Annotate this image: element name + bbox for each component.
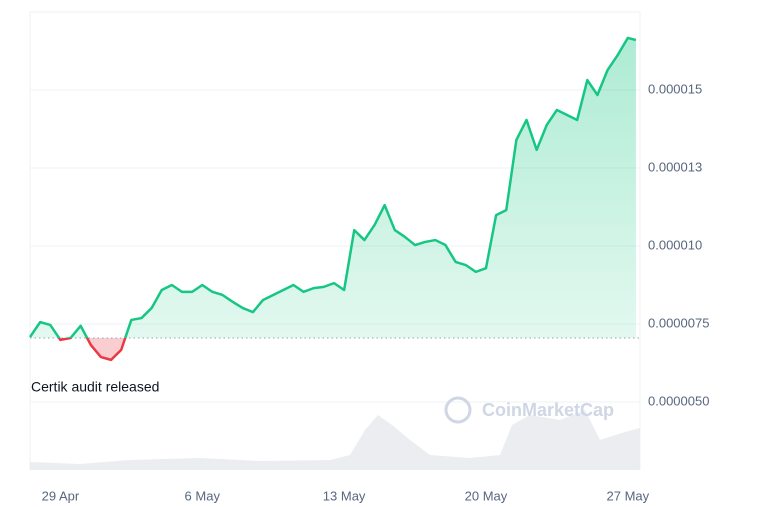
x-tick-label: 20 May <box>465 488 508 503</box>
area-down <box>30 338 636 360</box>
x-tick-label: 13 May <box>323 488 366 503</box>
y-tick-label: 0.0000050 <box>648 393 709 408</box>
price-line-up <box>28 36 637 339</box>
x-tick-label: 27 May <box>607 488 650 503</box>
watermark: CoinMarketCap <box>482 400 614 420</box>
y-tick-label: 0.000015 <box>648 81 702 96</box>
volume-area <box>30 410 640 470</box>
x-tick-label: 29 Apr <box>42 488 80 503</box>
watermark-logo <box>444 396 472 424</box>
y-tick-label: 0.000010 <box>648 237 702 252</box>
annotation: Certik audit released <box>31 379 159 395</box>
x-tick-label: 6 May <box>185 488 221 503</box>
y-tick-label: 0.0000075 <box>648 315 709 330</box>
y-tick-label: 0.000013 <box>648 159 702 174</box>
area-up <box>30 37 636 339</box>
